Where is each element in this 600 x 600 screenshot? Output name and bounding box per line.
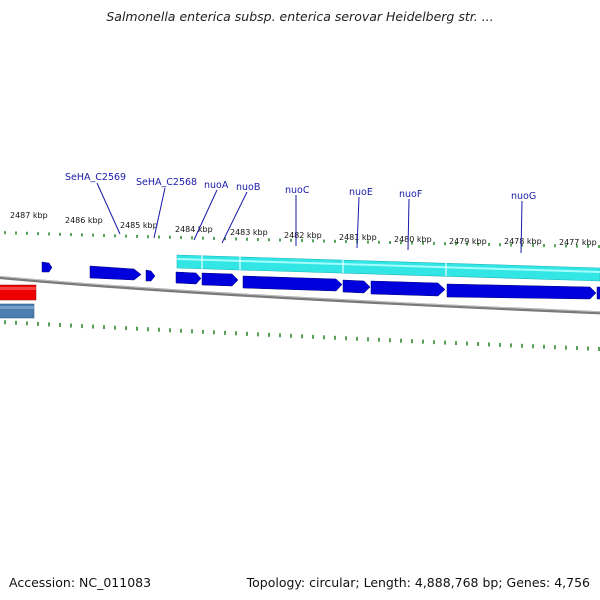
gene-label[interactable]: nuoG <box>511 191 536 202</box>
kbp-label: 2485 kbp <box>120 221 158 230</box>
inner-tick-ring <box>4 320 600 351</box>
gene-label[interactable]: nuoB <box>236 182 260 193</box>
kbp-label: 2483 kbp <box>230 228 268 237</box>
accession-text: Accession: NC_011083 <box>9 575 152 590</box>
kbp-label: 2482 kbp <box>284 231 322 240</box>
gene-labels: SeHA_C2569 SeHA_C2568 nuoA nuoB nuoC nuo… <box>65 172 536 202</box>
gene-label[interactable]: nuoE <box>349 187 373 198</box>
map-title: Salmonella enterica subsp. enterica sero… <box>106 9 494 24</box>
gene-arrow[interactable] <box>342 279 371 294</box>
genome-backbone <box>0 275 600 315</box>
kbp-label: 2484 kbp <box>175 225 213 234</box>
gene-label-leaders <box>96 182 523 254</box>
gene-label[interactable]: nuoA <box>204 180 229 191</box>
gene-arrow[interactable] <box>41 261 53 273</box>
kbp-label: 2477 kbp <box>559 238 597 247</box>
gene-arrow[interactable] <box>89 265 142 281</box>
gene-arrow[interactable] <box>175 271 202 285</box>
kbp-label: 2478 kbp <box>504 237 542 246</box>
gene-label[interactable]: SeHA_C2568 <box>136 177 197 188</box>
gene-track-upper <box>41 261 156 282</box>
topology-text: Topology: circular; Length: 4,888,768 bp… <box>246 575 590 590</box>
kbp-label: 2487 kbp <box>10 211 48 220</box>
gene-arrow[interactable] <box>596 286 600 300</box>
gene-label[interactable]: nuoC <box>285 185 310 196</box>
gene-arrow[interactable] <box>201 272 239 287</box>
kbp-labels: 2487 kbp 2486 kbp 2485 kbp 2484 kbp 2483… <box>10 211 597 247</box>
gene-label[interactable]: SeHA_C2569 <box>65 172 126 183</box>
gene-arrow[interactable] <box>370 280 446 297</box>
gene-label[interactable]: nuoF <box>399 189 422 200</box>
kbp-label: 2486 kbp <box>65 216 103 225</box>
gene-track-lower <box>175 271 600 300</box>
gene-arrow[interactable] <box>242 275 343 292</box>
kbp-label: 2480 kbp <box>394 235 432 244</box>
gene-arrow[interactable] <box>145 269 156 282</box>
operon-band[interactable] <box>176 254 600 282</box>
gene-arrow[interactable] <box>446 283 597 300</box>
outer-tick-ring <box>4 231 600 248</box>
kbp-label: 2479 kbp <box>449 237 487 246</box>
